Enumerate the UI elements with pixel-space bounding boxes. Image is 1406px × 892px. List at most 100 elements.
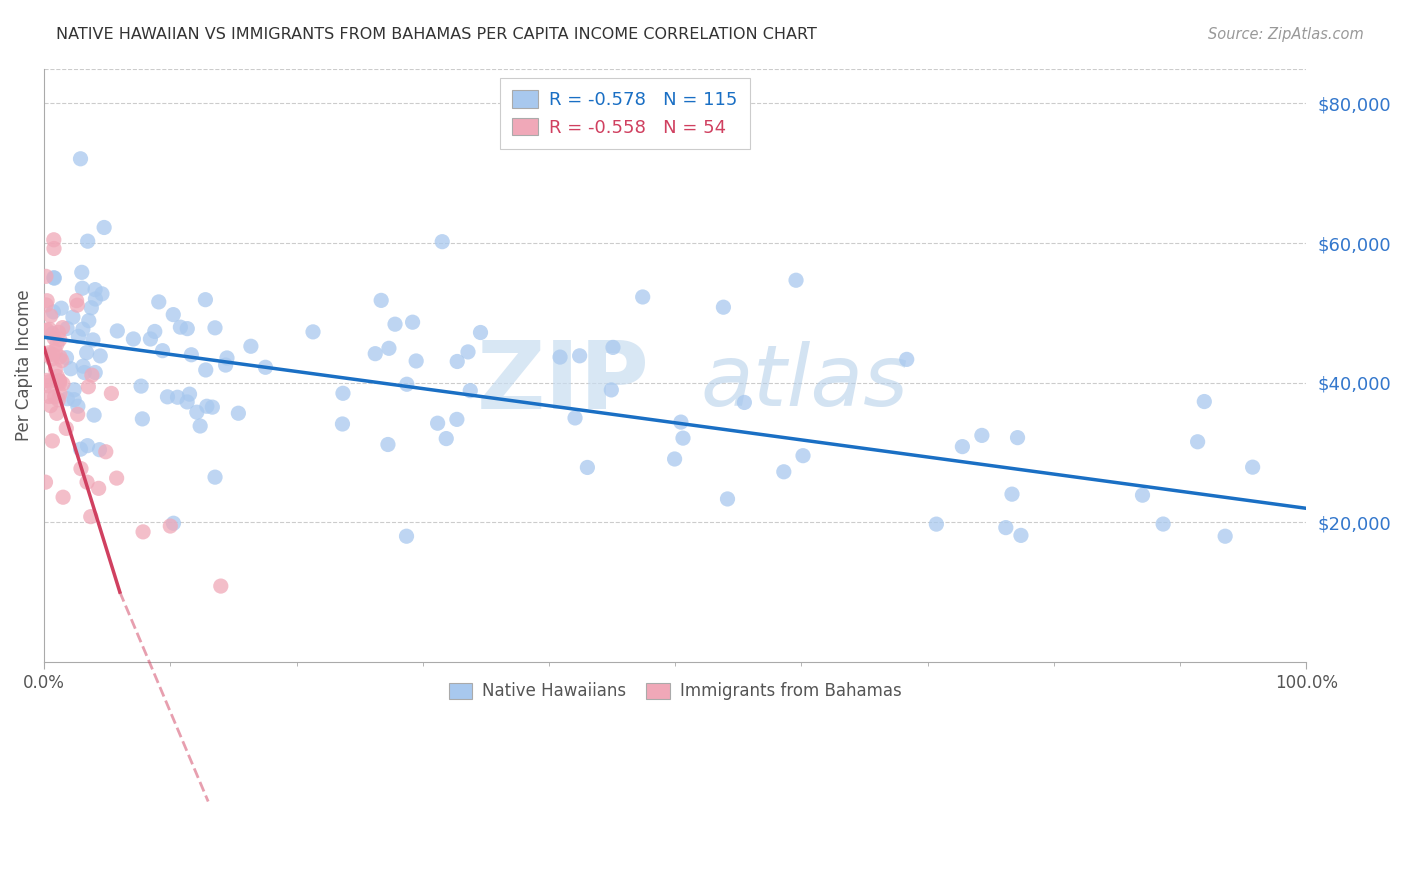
Text: Source: ZipAtlas.com: Source: ZipAtlas.com — [1208, 27, 1364, 42]
Point — [426, 416, 449, 430]
Point — [169, 320, 191, 334]
Point — [105, 324, 128, 338]
Point — [896, 352, 918, 367]
Point — [105, 471, 128, 485]
Point — [91, 286, 114, 301]
Point — [35, 269, 58, 284]
Point — [1007, 431, 1029, 445]
Point — [39, 399, 62, 413]
Point — [672, 431, 695, 445]
Point — [52, 376, 75, 391]
Point — [332, 386, 354, 401]
Point — [42, 233, 65, 247]
Point — [1187, 434, 1209, 449]
Point — [49, 376, 72, 390]
Point — [80, 301, 103, 315]
Point — [77, 380, 100, 394]
Point — [576, 460, 599, 475]
Point — [214, 358, 236, 372]
Point — [664, 452, 686, 467]
Point — [162, 516, 184, 531]
Point — [39, 309, 62, 323]
Y-axis label: Per Capita Income: Per Capita Income — [15, 289, 32, 441]
Point — [994, 520, 1017, 534]
Point — [332, 417, 354, 431]
Point — [129, 379, 152, 393]
Point — [89, 442, 111, 457]
Point — [76, 345, 98, 359]
Point — [89, 349, 111, 363]
Point — [378, 341, 401, 355]
Point — [38, 390, 60, 404]
Point — [51, 353, 73, 368]
Point — [925, 517, 948, 532]
Text: ZIP: ZIP — [477, 337, 650, 429]
Point — [72, 359, 94, 373]
Point — [1152, 516, 1174, 531]
Point — [83, 408, 105, 422]
Point — [548, 350, 571, 364]
Point — [446, 412, 468, 426]
Point — [733, 395, 755, 409]
Point — [631, 290, 654, 304]
Point — [401, 315, 423, 329]
Point — [35, 298, 58, 312]
Point — [1132, 488, 1154, 502]
Point — [52, 320, 75, 334]
Point — [38, 322, 60, 336]
Point — [76, 234, 98, 248]
Point — [254, 360, 277, 375]
Point — [62, 310, 84, 325]
Point — [46, 337, 69, 351]
Point — [370, 293, 392, 308]
Point — [41, 347, 63, 361]
Point — [564, 411, 586, 425]
Point — [94, 444, 117, 458]
Point — [772, 465, 794, 479]
Point — [568, 349, 591, 363]
Point — [72, 281, 94, 295]
Point — [48, 333, 70, 347]
Point — [72, 322, 94, 336]
Point — [600, 383, 623, 397]
Point — [80, 509, 103, 524]
Point — [204, 470, 226, 484]
Point — [377, 437, 399, 451]
Point — [100, 386, 122, 401]
Point — [1241, 460, 1264, 475]
Point — [35, 323, 58, 337]
Point — [44, 362, 66, 376]
Point — [602, 340, 624, 354]
Point — [195, 399, 218, 413]
Point — [48, 326, 70, 340]
Point — [82, 333, 104, 347]
Point — [156, 390, 179, 404]
Point — [204, 321, 226, 335]
Point — [56, 321, 79, 335]
Point — [35, 373, 58, 387]
Point — [432, 235, 454, 249]
Point — [405, 354, 427, 368]
Point — [228, 406, 250, 420]
Point — [66, 399, 89, 413]
Point — [48, 374, 70, 388]
Point — [93, 220, 115, 235]
Point — [302, 325, 325, 339]
Point — [65, 293, 87, 308]
Point — [470, 326, 492, 340]
Point — [179, 387, 201, 401]
Point — [180, 348, 202, 362]
Point — [67, 329, 90, 343]
Point — [84, 292, 107, 306]
Point — [41, 326, 63, 341]
Point — [716, 491, 738, 506]
Point — [139, 332, 162, 346]
Point — [395, 529, 418, 543]
Point — [34, 475, 56, 490]
Point — [69, 442, 91, 457]
Point — [122, 332, 145, 346]
Point — [41, 351, 63, 366]
Point — [77, 314, 100, 328]
Point — [209, 579, 232, 593]
Point — [42, 305, 65, 319]
